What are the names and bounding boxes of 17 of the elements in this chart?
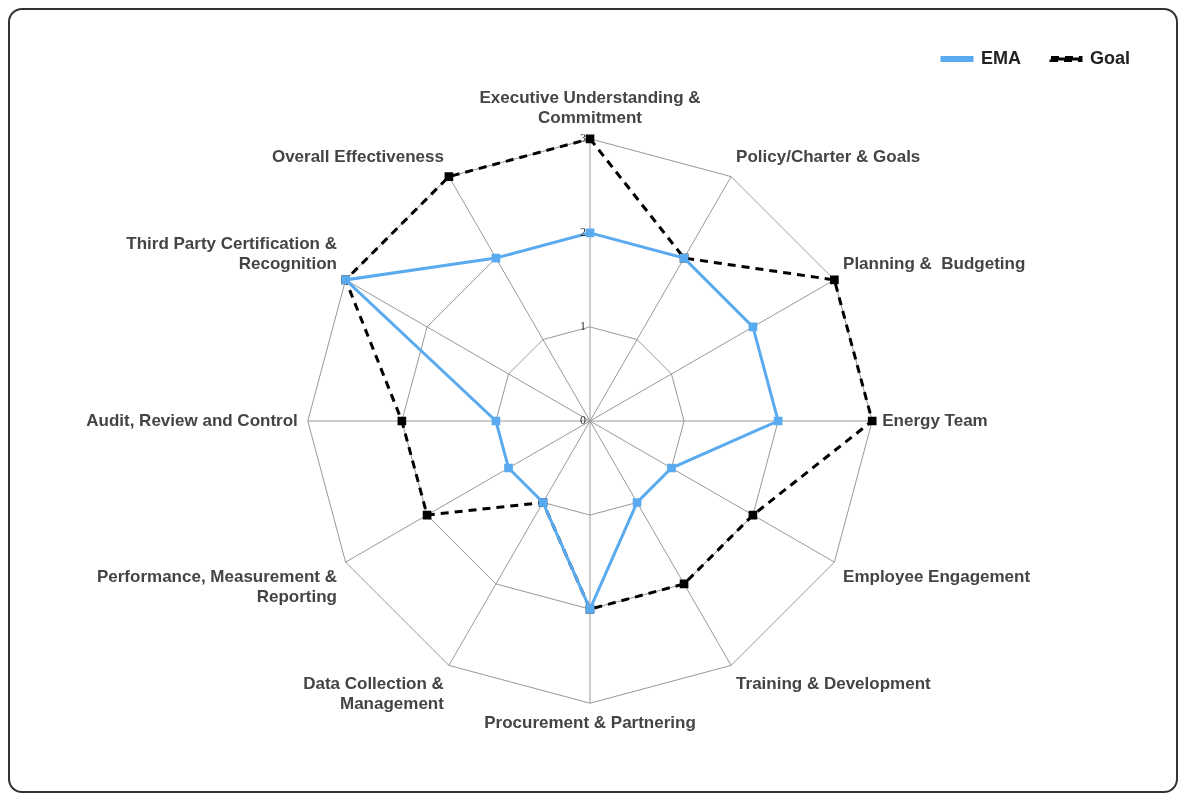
spoke-label: Overall Effectiveness xyxy=(271,147,444,167)
spoke-label: Procurement & Partnering xyxy=(484,713,696,733)
spoke-label: Training & Development xyxy=(736,673,932,693)
spoke-label: Audit, Review and Control xyxy=(86,410,298,430)
spoke-label: Planning & Budgeting xyxy=(843,254,1026,274)
spoke-label: Executive Understanding & Commitment xyxy=(479,87,701,128)
spoke-label: Data Collection & Management xyxy=(303,673,445,714)
spoke-label: Energy Team xyxy=(882,410,988,430)
legend-label: Goal xyxy=(1089,47,1131,68)
spoke-label: Performance, Measurement & Reporting xyxy=(96,566,337,607)
y-tick-label: 1 xyxy=(580,319,586,334)
y-tick-label: 3 xyxy=(580,130,586,145)
legend-label: EMA xyxy=(980,47,1021,68)
spoke-label: Employee Engagement xyxy=(843,566,1031,586)
y-tick-label: 0 xyxy=(580,413,586,428)
spoke-label: Policy/Charter & Goals xyxy=(736,147,921,167)
spoke-label: Third Party Certification & Recognition xyxy=(126,233,337,274)
